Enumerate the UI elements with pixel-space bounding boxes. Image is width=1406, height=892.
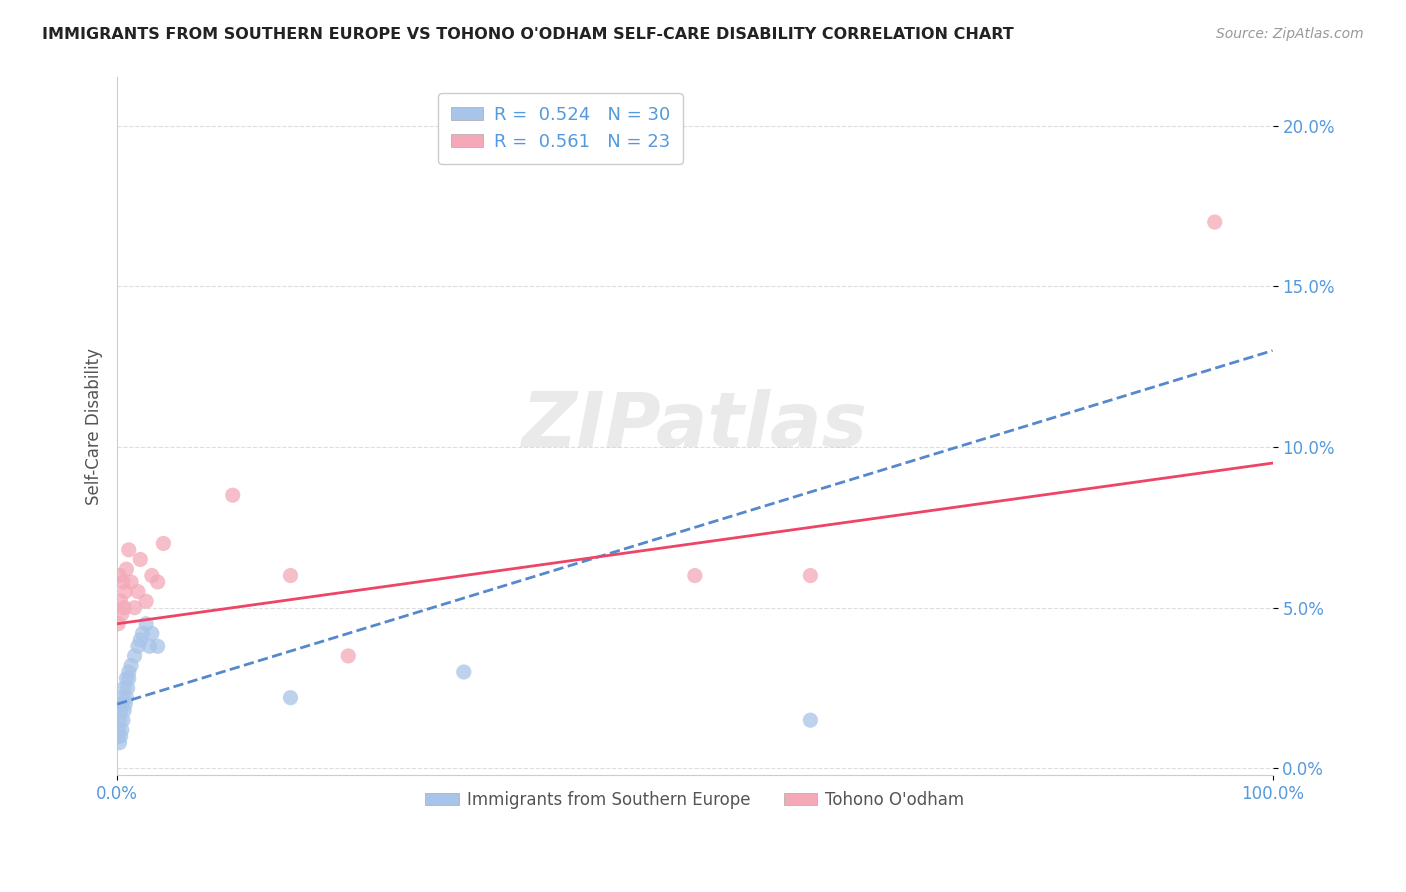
- Point: [135, 594, 157, 608]
- Point: [127, 640, 149, 654]
- Point: [107, 723, 129, 737]
- Legend: Immigrants from Southern Europe, Tohono O'odham: Immigrants from Southern Europe, Tohono …: [419, 784, 972, 815]
- Point: [124, 600, 146, 615]
- Point: [1204, 215, 1226, 229]
- Point: [127, 584, 149, 599]
- Point: [120, 574, 142, 589]
- Point: [118, 672, 141, 686]
- Text: Source: ZipAtlas.com: Source: ZipAtlas.com: [1216, 27, 1364, 41]
- Point: [114, 697, 136, 711]
- Point: [138, 640, 160, 654]
- Point: [146, 640, 169, 654]
- Point: [118, 542, 141, 557]
- Point: [141, 568, 163, 582]
- Point: [118, 665, 141, 679]
- Point: [110, 729, 132, 743]
- Point: [129, 552, 152, 566]
- Point: [141, 626, 163, 640]
- Point: [111, 574, 134, 589]
- Point: [115, 672, 138, 686]
- Point: [111, 713, 134, 727]
- Point: [108, 736, 131, 750]
- Text: ZIPatlas: ZIPatlas: [522, 389, 868, 463]
- Point: [129, 632, 152, 647]
- Point: [683, 568, 706, 582]
- Point: [222, 488, 245, 502]
- Point: [114, 584, 136, 599]
- Point: [110, 594, 132, 608]
- Point: [280, 568, 302, 582]
- Point: [799, 568, 821, 582]
- Point: [111, 723, 134, 737]
- Point: [135, 616, 157, 631]
- Text: IMMIGRANTS FROM SOUTHERN EUROPE VS TOHONO O'ODHAM SELF-CARE DISABILITY CORRELATI: IMMIGRANTS FROM SOUTHERN EUROPE VS TOHON…: [42, 27, 1014, 42]
- Point: [152, 536, 174, 550]
- Point: [108, 713, 131, 727]
- Point: [112, 681, 135, 695]
- Point: [111, 607, 134, 621]
- Point: [107, 729, 129, 743]
- Y-axis label: Self-Care Disability: Self-Care Disability: [86, 348, 103, 505]
- Point: [131, 626, 153, 640]
- Point: [110, 704, 132, 718]
- Point: [117, 681, 139, 695]
- Point: [115, 690, 138, 705]
- Point: [112, 704, 135, 718]
- Point: [453, 665, 475, 679]
- Point: [124, 648, 146, 663]
- Point: [799, 713, 821, 727]
- Point: [107, 616, 129, 631]
- Point: [115, 562, 138, 576]
- Point: [111, 697, 134, 711]
- Point: [112, 600, 135, 615]
- Point: [337, 648, 360, 663]
- Point: [111, 690, 134, 705]
- Point: [146, 574, 169, 589]
- Point: [108, 568, 131, 582]
- Point: [280, 690, 302, 705]
- Point: [120, 658, 142, 673]
